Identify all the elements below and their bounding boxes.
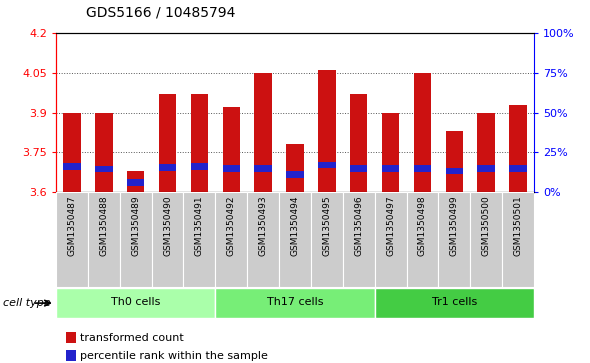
Bar (286, 171, 304, 178)
Bar (95, 113, 113, 192)
Text: Th0 cells: Th0 cells (111, 297, 160, 307)
Bar (279, 192, 311, 287)
Text: GSM1350490: GSM1350490 (163, 195, 172, 256)
Bar (311, 192, 343, 287)
Text: GSM1350497: GSM1350497 (386, 195, 395, 256)
Text: GSM1350499: GSM1350499 (450, 195, 459, 256)
Text: GSM1350492: GSM1350492 (227, 195, 236, 256)
Bar (445, 168, 463, 174)
Bar (477, 165, 495, 172)
Bar (375, 288, 534, 318)
Bar (477, 113, 495, 192)
Text: cell type: cell type (3, 298, 51, 308)
Bar (470, 192, 502, 287)
Text: GSM1350488: GSM1350488 (99, 195, 109, 256)
Bar (254, 165, 272, 172)
Bar (343, 192, 375, 287)
Text: GSM1350498: GSM1350498 (418, 195, 427, 256)
Bar (191, 94, 208, 192)
Text: Tr1 cells: Tr1 cells (432, 297, 477, 307)
Text: GDS5166 / 10485794: GDS5166 / 10485794 (86, 5, 235, 20)
Text: GSM1350487: GSM1350487 (67, 195, 77, 256)
Text: GSM1350494: GSM1350494 (290, 195, 300, 256)
Bar (222, 165, 240, 172)
Bar (414, 165, 431, 172)
Text: GSM1350489: GSM1350489 (131, 195, 140, 256)
Text: GSM1350501: GSM1350501 (513, 195, 523, 256)
Bar (382, 165, 399, 172)
Text: GSM1350491: GSM1350491 (195, 195, 204, 256)
Bar (438, 192, 470, 287)
Bar (350, 165, 368, 172)
Text: GSM1350495: GSM1350495 (322, 195, 332, 256)
Bar (56, 192, 88, 287)
Bar (63, 163, 81, 170)
Bar (159, 164, 176, 171)
Bar (120, 192, 152, 287)
Bar (509, 105, 527, 192)
Bar (159, 94, 176, 192)
Bar (183, 192, 215, 287)
Bar (502, 192, 534, 287)
Bar (215, 192, 247, 287)
Bar (215, 288, 375, 318)
Bar (65, 350, 76, 361)
Bar (318, 162, 336, 168)
Text: GSM1350493: GSM1350493 (258, 195, 268, 256)
Text: GSM1350500: GSM1350500 (481, 195, 491, 256)
Text: Th17 cells: Th17 cells (267, 297, 323, 307)
Bar (127, 179, 145, 186)
Bar (191, 163, 208, 170)
Bar (318, 70, 336, 192)
Bar (88, 192, 120, 287)
Bar (509, 165, 527, 172)
Bar (414, 73, 431, 192)
Text: GSM1350496: GSM1350496 (354, 195, 363, 256)
Bar (95, 166, 113, 172)
Bar (445, 131, 463, 192)
Bar (152, 192, 183, 287)
Bar (350, 94, 368, 192)
Bar (407, 192, 438, 287)
Text: percentile rank within the sample: percentile rank within the sample (80, 351, 268, 361)
Bar (63, 113, 81, 192)
Bar (254, 73, 272, 192)
Bar (375, 192, 407, 287)
Bar (65, 332, 76, 343)
Bar (56, 288, 215, 318)
Bar (286, 144, 304, 192)
Bar (222, 107, 240, 192)
Bar (382, 113, 399, 192)
Text: transformed count: transformed count (80, 333, 183, 343)
Bar (127, 171, 145, 192)
Bar (247, 192, 279, 287)
